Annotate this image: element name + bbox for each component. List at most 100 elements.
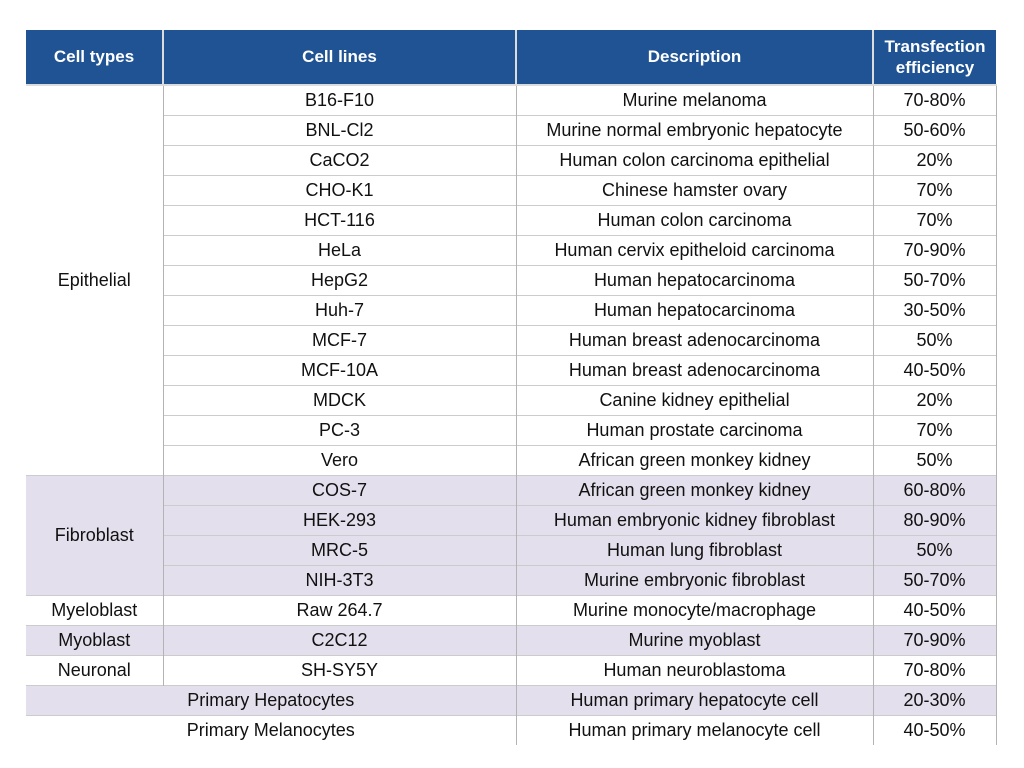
cell-line-cell: HepG2 — [162, 264, 516, 295]
cell-line-cell: MCF-7 — [162, 324, 516, 355]
description-cell: Murine embryonic fibroblast — [515, 564, 873, 595]
description-cell: Human colon carcinoma epithelial — [515, 144, 873, 175]
table-row: Fibroblast COS-7 African green monkey kidn… — [26, 474, 997, 595]
description-cell: Human prostate carcinoma — [515, 414, 873, 445]
table-row: PC-3 Human prostate carcinoma 70% — [26, 414, 997, 445]
cell-line-cell: COS-7 — [162, 474, 516, 505]
description-cell: Human primary hepatocyte cell — [515, 684, 873, 715]
cell-line-cell: SH-SY5Y — [162, 654, 516, 685]
table-row: BNL-Cl2 Murine normal embryonic hepatocyt… — [26, 114, 997, 145]
table-body: Epithelial B16-F10 Murine melanoma 70-80% BN… — [26, 84, 997, 745]
cell-line-cell: B16-F10 — [162, 84, 516, 115]
column-header-transfection-efficiency: Transfection efficiency — [872, 30, 996, 85]
merged-label-cell: Primary Hepatocytes — [26, 684, 516, 715]
efficiency-cell: 50% — [872, 444, 997, 475]
description-cell: Human hepatocarcinoma — [515, 294, 873, 325]
table-row: Primary Hepatocytes Human primary hepatoc… — [26, 684, 997, 715]
cell-line-cell: CHO-K1 — [162, 174, 516, 205]
efficiency-cell: 40-50% — [872, 354, 997, 385]
merged-label-cell: Primary Melanocytes — [26, 714, 516, 745]
cell-line-cell: HeLa — [162, 234, 516, 265]
efficiency-cell: 70-80% — [872, 654, 997, 685]
efficiency-cell: 60-80% — [872, 474, 997, 505]
table-row: MRC-5 Human lung fibroblast 50% — [26, 534, 997, 565]
table-row: CHO-K1 Chinese hamster ovary 70% — [26, 174, 997, 205]
efficiency-cell: 40-50% — [872, 594, 997, 625]
cell-line-cell: Huh-7 — [162, 294, 516, 325]
column-header-cell-lines: Cell lines — [162, 30, 516, 85]
description-cell: Human neuroblastoma — [515, 654, 873, 685]
header-row: Cell types Cell lines Description Transf… — [26, 30, 996, 85]
description-cell: Human cervix epitheloid carcinoma — [515, 234, 873, 265]
cell-line-cell: BNL-Cl2 — [162, 114, 516, 145]
table-row: Myeloblast Raw 264.7 Murine monocyte/macro… — [26, 594, 997, 625]
description-cell: Human breast adenocarcinoma — [515, 354, 873, 385]
efficiency-cell: 40-50% — [872, 714, 997, 745]
cell-line-cell: NIH-3T3 — [162, 564, 516, 595]
cell-type-cell: Myeloblast — [26, 594, 163, 625]
cell-line-cell: Vero — [162, 444, 516, 475]
cell-type-cell: Myoblast — [26, 624, 163, 655]
table-row: MCF-10A Human breast adenocarcinoma 40-50% — [26, 354, 997, 385]
description-cell: Murine myoblast — [515, 624, 873, 655]
table-row: HepG2 Human hepatocarcinoma 50-70% — [26, 264, 997, 295]
description-cell: Human embryonic kidney fibroblast — [515, 504, 873, 535]
efficiency-cell: 70% — [872, 204, 997, 235]
efficiency-cell: 70% — [872, 414, 997, 445]
table-row: Myoblast C2C12 Murine myoblast 70-90% — [26, 624, 997, 655]
efficiency-cell: 70-80% — [872, 84, 997, 115]
description-cell: Murine monocyte/macrophage — [515, 594, 873, 625]
description-cell: African green monkey kidney — [515, 474, 873, 505]
efficiency-cell: 30-50% — [872, 294, 997, 325]
table-row: CaCO2 Human colon carcinoma epithelial 20% — [26, 144, 997, 175]
cell-line-cell: MDCK — [162, 384, 516, 415]
description-cell: Human colon carcinoma — [515, 204, 873, 235]
efficiency-cell: 70-90% — [872, 624, 997, 655]
efficiency-cell: 20% — [872, 144, 997, 175]
column-header-description: Description — [515, 30, 873, 85]
table-row: Primary Melanocytes Human primary melanoc… — [26, 714, 997, 745]
description-cell: Murine melanoma — [515, 84, 873, 115]
cell-type-cell: Epithelial — [26, 84, 163, 475]
efficiency-cell: 70-90% — [872, 234, 997, 265]
table-row: MCF-7 Human breast adenocarcinoma 50% — [26, 324, 997, 355]
efficiency-cell: 70% — [872, 174, 997, 205]
efficiency-cell: 50-60% — [872, 114, 997, 145]
column-header-cell-types: Cell types — [26, 30, 163, 85]
description-cell: Human lung fibroblast — [515, 534, 873, 565]
description-cell: Canine kidney epithelial — [515, 384, 873, 415]
cell-line-cell: MCF-10A — [162, 354, 516, 385]
table-row: Epithelial B16-F10 Murine melanoma 70-80% — [26, 84, 997, 475]
cell-line-cell: HCT-116 — [162, 204, 516, 235]
cell-line-cell: HEK-293 — [162, 504, 516, 535]
efficiency-cell: 20% — [872, 384, 997, 415]
efficiency-cell: 80-90% — [872, 504, 997, 535]
description-cell: Human primary melanocyte cell — [515, 714, 873, 745]
efficiency-cell: 50-70% — [872, 564, 997, 595]
description-cell: Murine normal embryonic hepatocyte — [515, 114, 873, 145]
efficiency-cell: 50% — [872, 324, 997, 355]
table-row: HCT-116 Human colon carcinoma 70% — [26, 204, 997, 235]
cell-line-cell: C2C12 — [162, 624, 516, 655]
table-row: MDCK Canine kidney epithelial 20% — [26, 384, 997, 415]
table-row: Huh-7 Human hepatocarcinoma 30-50% — [26, 294, 997, 325]
transfection-efficiency-table: Cell types Cell lines Description Transf… — [26, 30, 997, 745]
table-row: Neuronal SH-SY5Y Human neuroblastoma 70-80% — [26, 654, 997, 685]
cell-type-cell: Fibroblast — [26, 474, 163, 595]
table-row: HEK-293 Human embryonic kidney fibroblast… — [26, 504, 997, 535]
table-header: Cell types Cell lines Description Transf… — [26, 30, 996, 85]
cell-line-cell: MRC-5 — [162, 534, 516, 565]
description-cell: Chinese hamster ovary — [515, 174, 873, 205]
efficiency-cell: 20-30% — [872, 684, 997, 715]
table-row: NIH-3T3 Murine embryonic fibroblast 50-70% — [26, 564, 997, 595]
cell-line-cell: PC-3 — [162, 414, 516, 445]
cell-type-cell: Neuronal — [26, 654, 163, 685]
table-row: HeLa Human cervix epitheloid carcinoma 70-… — [26, 234, 997, 265]
cell-line-cell: Raw 264.7 — [162, 594, 516, 625]
description-cell: Human hepatocarcinoma — [515, 264, 873, 295]
description-cell: African green monkey kidney — [515, 444, 873, 475]
efficiency-cell: 50-70% — [872, 264, 997, 295]
table-row: Vero African green monkey kidney 50% — [26, 444, 997, 475]
description-cell: Human breast adenocarcinoma — [515, 324, 873, 355]
